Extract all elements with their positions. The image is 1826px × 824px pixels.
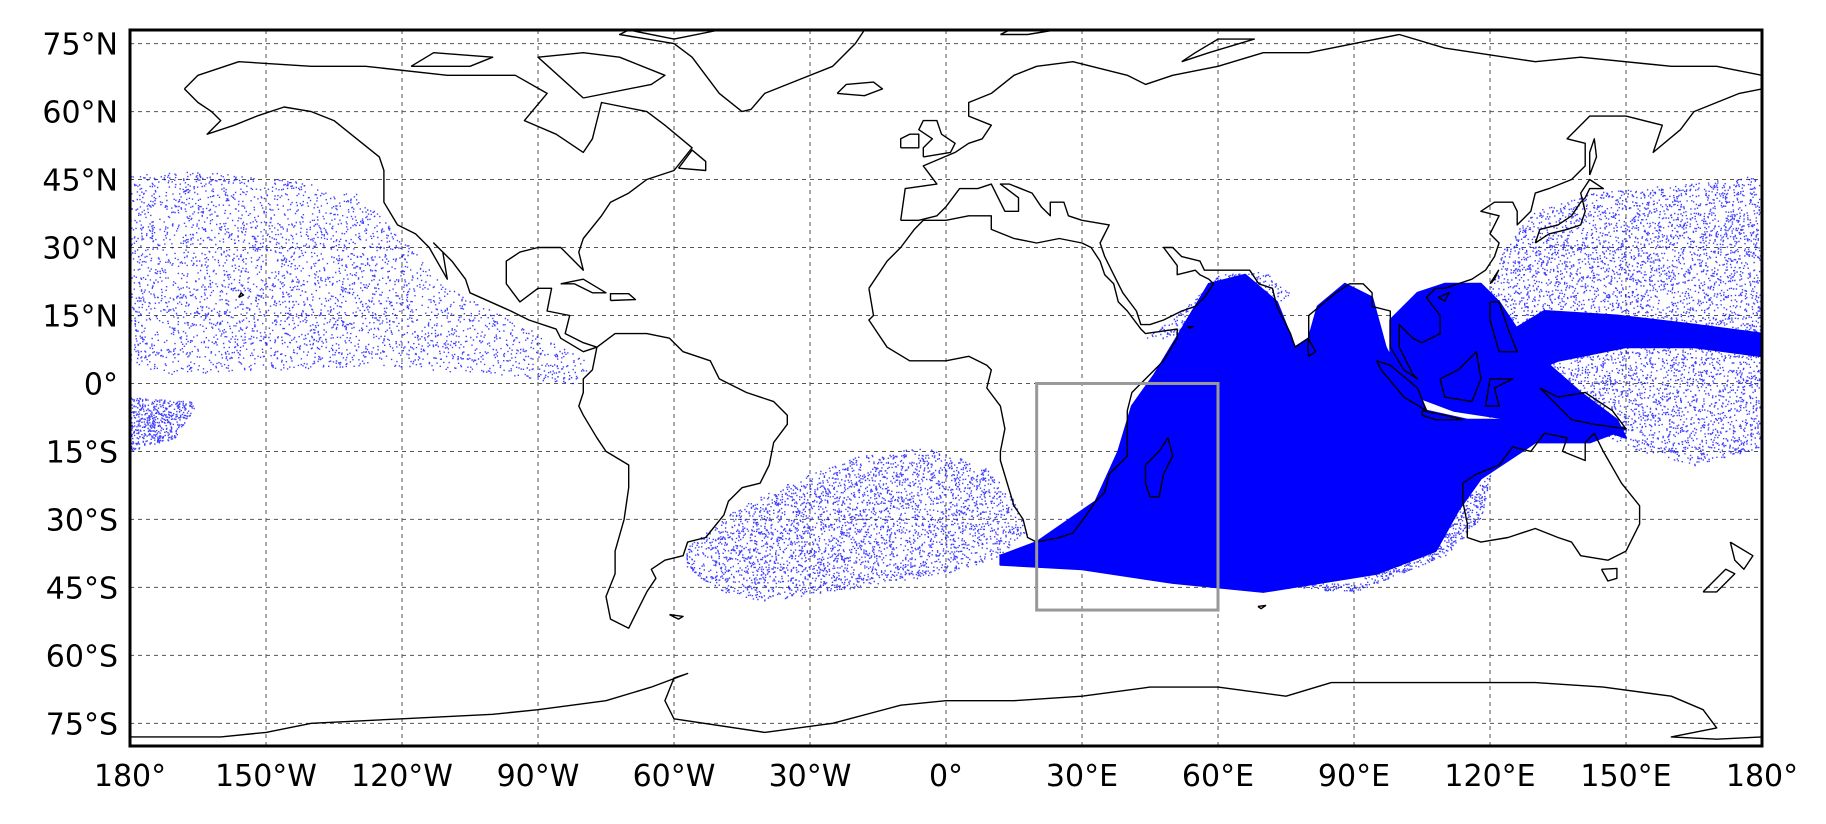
coastline-philippines [1489, 301, 1518, 353]
coastline-great-britain [918, 119, 956, 158]
coastline-south-america [578, 332, 788, 629]
coastline-eurasia [900, 33, 1762, 380]
coastline-newfoundland [677, 149, 707, 172]
lat-tick-label: 60°S [46, 639, 118, 674]
lat-tick-label: 30°S [46, 503, 118, 538]
lat-tick-label: 15°S [46, 435, 118, 470]
coastline-greenland [618, 30, 866, 113]
coastline-java [1421, 410, 1464, 421]
lat-tick-label: 45°S [46, 571, 118, 606]
coastline-japan [1534, 178, 1604, 244]
coastline-novaya-zemlya [1181, 38, 1255, 63]
lon-tick-label: 30°W [769, 759, 852, 794]
map-frame [128, 28, 1764, 748]
particle-scatter-arabian-sea-fringe [1146, 272, 1290, 340]
map-plot-area [130, 30, 1762, 746]
lon-tick-label: 0° [929, 759, 963, 794]
coastline-victoria-island [410, 52, 494, 67]
lon-tick-label: 60°W [633, 759, 716, 794]
coastline-sri-lanka [1307, 338, 1317, 357]
coastline-new-zealand-north [1729, 541, 1754, 570]
coastline-new-guinea [1539, 387, 1627, 430]
lat-tick-label: 0° [84, 367, 118, 402]
coastline-baffin-island [537, 52, 666, 99]
lon-tick-label: 120°E [1444, 759, 1535, 794]
lon-tick-label: 180° [1726, 759, 1798, 794]
coastline-hainan [1437, 292, 1450, 302]
lon-tick-label: 90°W [497, 759, 580, 794]
lat-tick-label: 30°N [42, 232, 118, 267]
lat-tick-label: 75°N [42, 28, 118, 63]
coastline-cuba [560, 278, 607, 294]
particle-scatter-north-pacific-east [130, 171, 588, 385]
coastline-borneo [1439, 351, 1482, 403]
release-region-box [1035, 381, 1220, 612]
coastline-hawaii [238, 292, 244, 299]
latitude-tick-labels: 75°N 60°N 45°N 30°N 15°N 0° 15°S 30°S 45°S 60°S 75… [42, 28, 118, 743]
coastline-falklands [669, 613, 684, 620]
lat-tick-label: 45°N [42, 164, 118, 199]
coastline-taiwan [1489, 269, 1500, 285]
lon-tick-label: 90°E [1318, 759, 1390, 794]
graticule [130, 30, 1762, 746]
coastline-africa [868, 215, 1178, 543]
particle-scatter-east-pacific-south-patch [130, 397, 195, 452]
coastline-antarctica [130, 672, 1762, 740]
coastline-new-zealand-south [1702, 568, 1736, 593]
coastline-hispaniola [609, 293, 637, 302]
lon-tick-label: 30°E [1046, 759, 1118, 794]
coastline-madagascar [1144, 437, 1174, 498]
lon-tick-label: 60°E [1182, 759, 1254, 794]
longitude-tick-labels: 180° 150°W 120°W 90°W 60°W 30°W 0° 30°E 60°E 90°E… [94, 759, 1798, 794]
coastline-ireland [900, 133, 920, 149]
lon-tick-label: 180° [94, 759, 166, 794]
lat-tick-label: 75°S [46, 707, 118, 742]
coastline-north-america [183, 61, 693, 353]
coastline-sulawesi [1484, 378, 1514, 407]
coastlines [130, 30, 1762, 740]
coastline-socotra [1187, 325, 1194, 329]
release-box-layer [1035, 381, 1220, 612]
lon-tick-label: 150°W [215, 759, 317, 794]
lon-tick-label: 120°W [351, 759, 453, 794]
lon-tick-label: 150°E [1580, 759, 1671, 794]
coastline-tasmania [1600, 567, 1618, 582]
coastline-australia [1462, 432, 1641, 561]
coastline-sumatra [1376, 360, 1428, 412]
particle-layer [130, 171, 1762, 602]
coastline-sakhalin [1589, 138, 1598, 176]
lat-tick-label: 60°N [42, 96, 118, 131]
coastline-iceland [836, 81, 884, 97]
lat-tick-label: 15°N [42, 299, 118, 334]
coastline-kerguelen [1257, 604, 1267, 610]
